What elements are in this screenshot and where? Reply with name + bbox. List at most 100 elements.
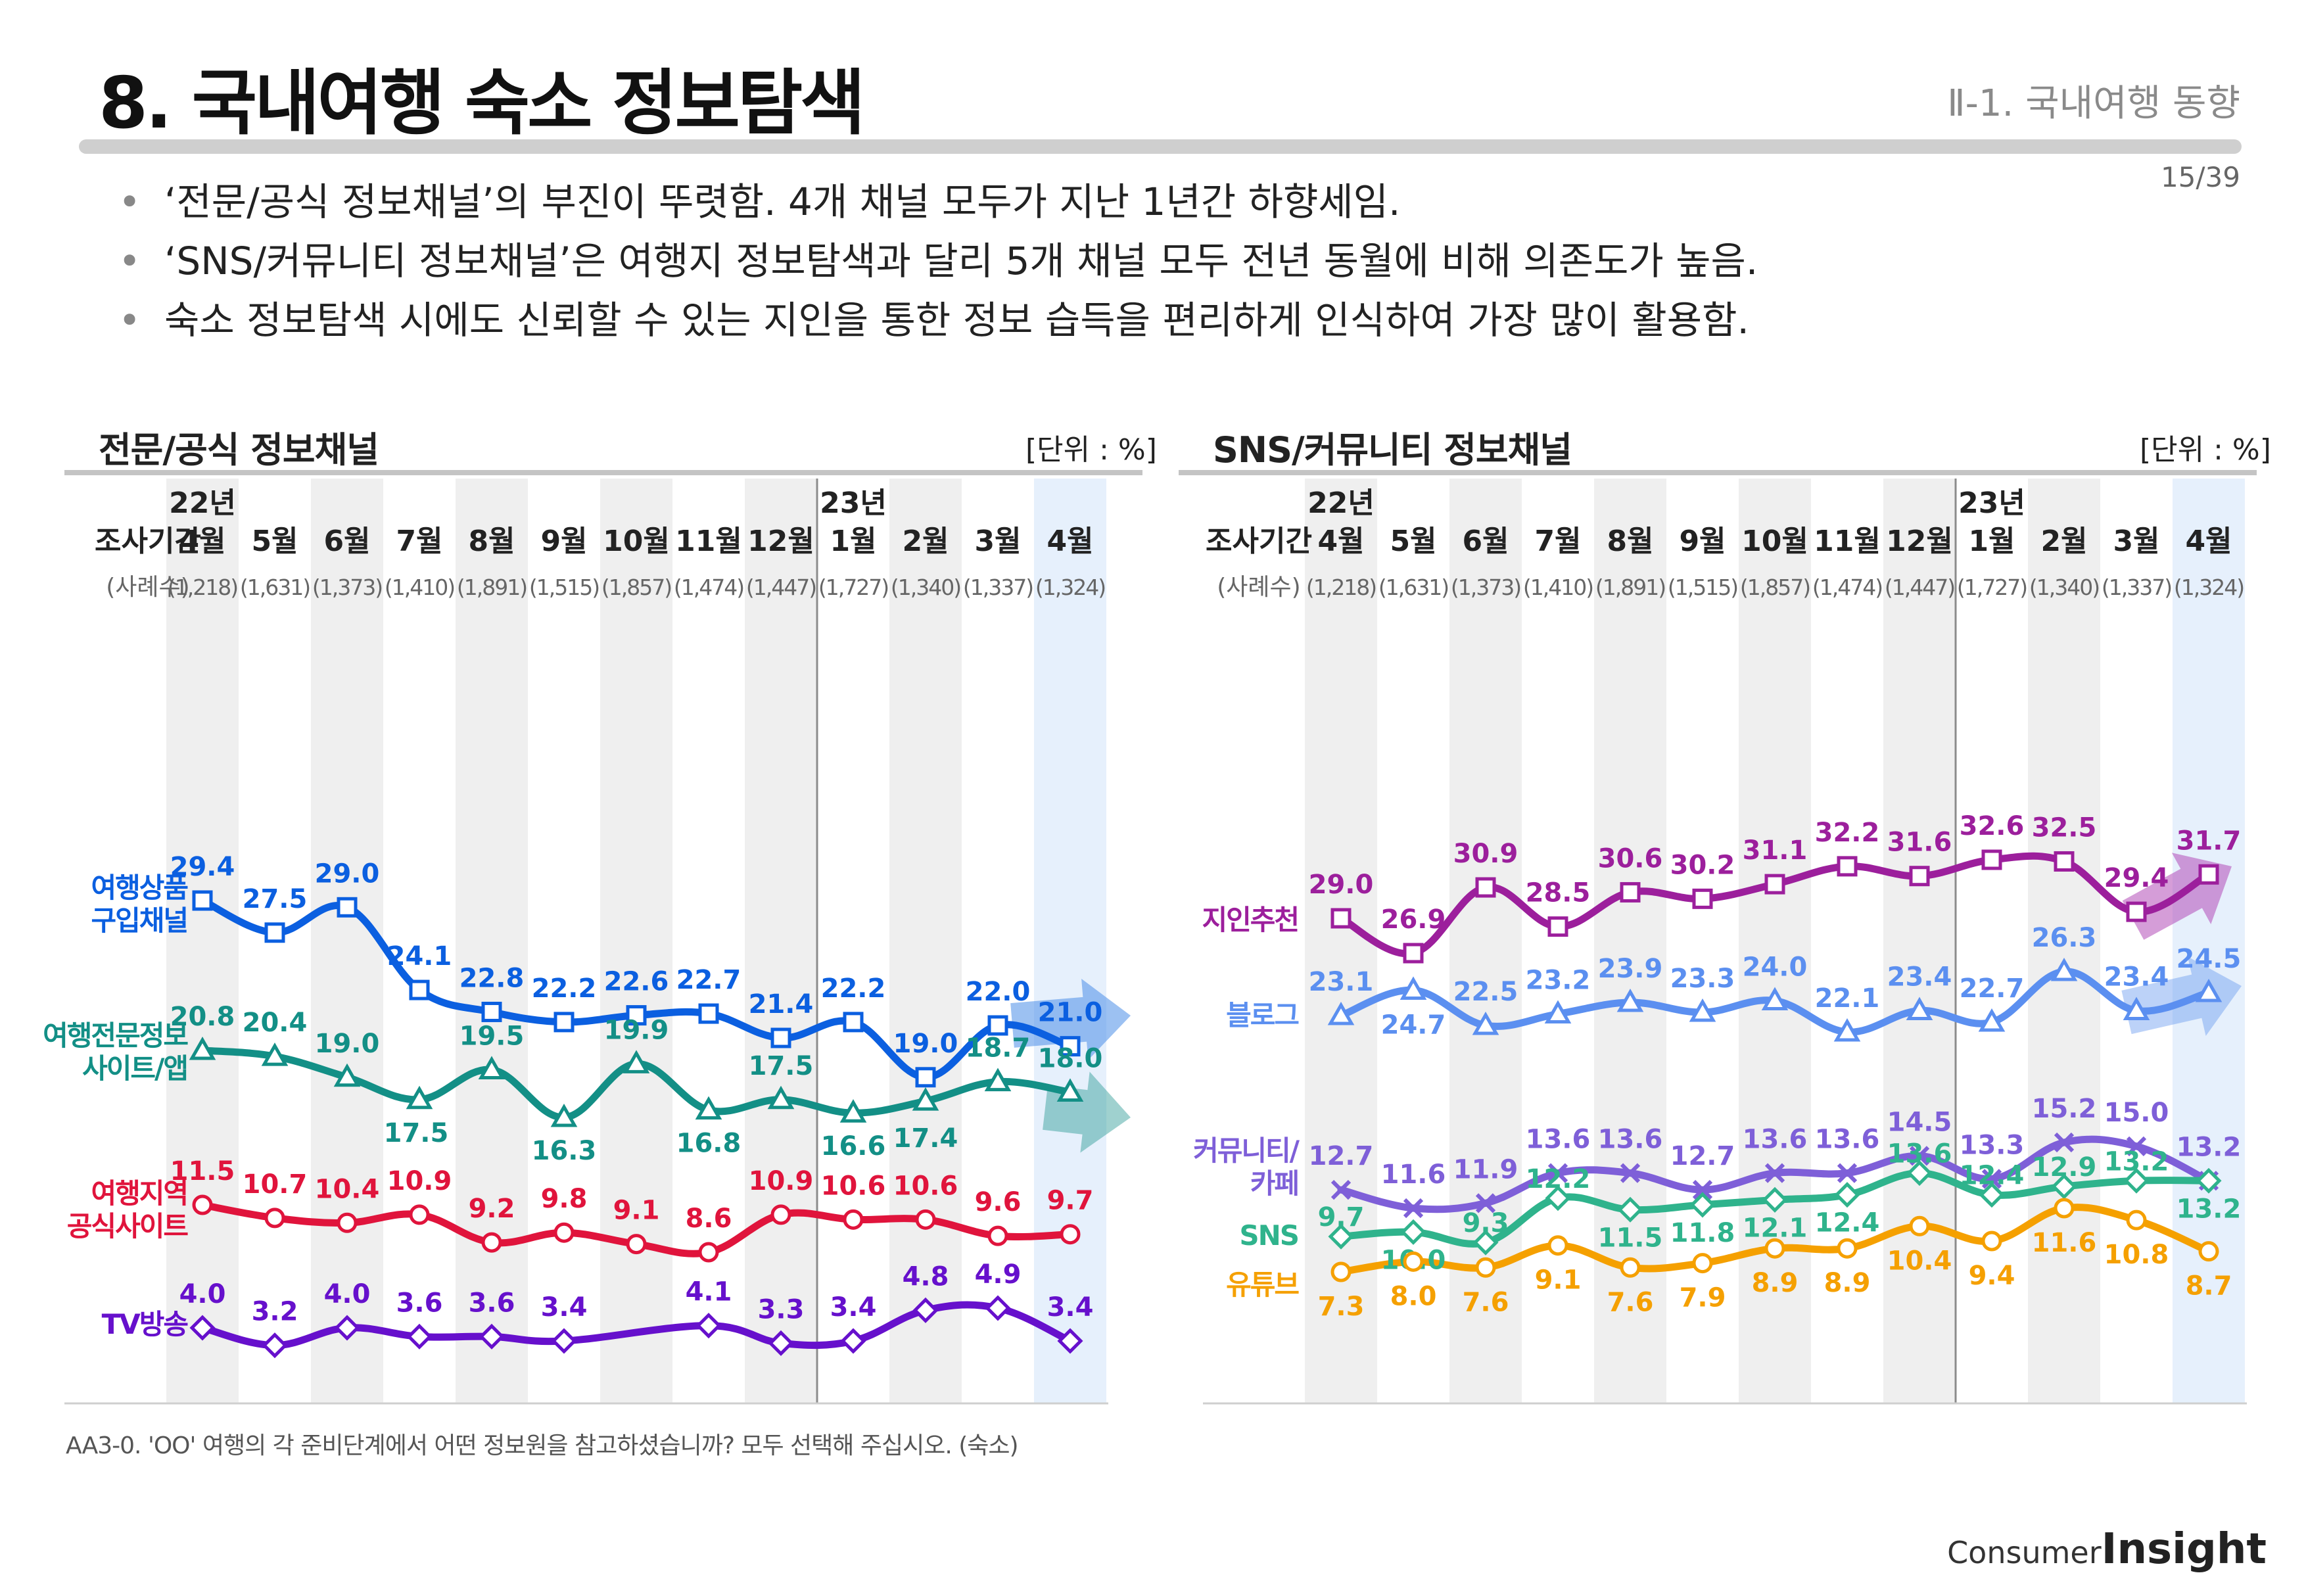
logo-main: Insight — [2101, 1525, 2267, 1574]
sample-size-label: (1,447) — [1885, 575, 1954, 600]
data-point-marker — [1330, 1261, 1352, 1282]
period-label: 조사기간 — [95, 525, 201, 558]
data-point-marker — [626, 1005, 647, 1026]
data-label: 10.7 — [243, 1169, 308, 1200]
sample-size-label: (1,218) — [1306, 575, 1376, 600]
series-legend-label: SNS — [1239, 1219, 1298, 1252]
data-label: 31.6 — [1887, 828, 1952, 858]
data-label: 9.6 — [975, 1187, 1022, 1217]
data-point-marker — [481, 1001, 502, 1022]
data-label: 12.9 — [2032, 1152, 2097, 1183]
data-label: 8.6 — [686, 1204, 732, 1234]
data-point-marker — [1060, 1224, 1081, 1245]
data-point-marker — [1981, 849, 2002, 870]
data-label: 23.9 — [1598, 954, 1663, 984]
data-label: 9.1 — [613, 1196, 660, 1226]
month-tick-label: 12월 — [747, 525, 814, 558]
series-legend-label: TV방송 — [102, 1308, 189, 1340]
data-point-marker — [1060, 1036, 1081, 1057]
data-point-marker — [1547, 916, 1568, 937]
data-point-marker — [1544, 1000, 1572, 1023]
data-point-marker — [1403, 1198, 1424, 1219]
data-label: 21.0 — [1038, 998, 1103, 1028]
data-label: 7.6 — [1607, 1287, 1654, 1317]
data-label: 11.9 — [1453, 1154, 1518, 1185]
data-point-marker — [770, 1027, 791, 1048]
data-point-marker — [1981, 1231, 2002, 1252]
data-point-marker — [1545, 1185, 1571, 1211]
data-label: 29.4 — [2104, 863, 2169, 893]
data-point-marker — [1837, 1163, 1858, 1183]
panel-title-sns: SNS/커뮤니티 정보채널 — [1213, 429, 1572, 471]
data-label: 22.7 — [676, 965, 741, 995]
series-legend-label: 여행상품 — [91, 872, 188, 904]
data-label: 23.4 — [2104, 962, 2169, 993]
data-label: 9.1 — [1535, 1265, 1582, 1296]
column-band — [1739, 479, 1811, 1403]
data-point-marker — [264, 922, 285, 943]
data-label: 19.5 — [459, 1021, 525, 1051]
column-band — [889, 479, 962, 1403]
data-point-marker — [2054, 1198, 2075, 1219]
sample-label: (사례수) — [1217, 574, 1300, 601]
data-point-marker — [843, 1209, 864, 1230]
data-point-marker — [1057, 1328, 1083, 1354]
data-label: 12.2 — [1526, 1164, 1591, 1194]
data-label: 10.6 — [893, 1171, 958, 1201]
data-label: 3.4 — [541, 1292, 588, 1323]
month-tick-label: 4월 — [179, 525, 225, 558]
data-label: 19.0 — [315, 1029, 380, 1059]
data-point-marker — [987, 1015, 1008, 1036]
data-point-marker — [1547, 1235, 1568, 1256]
series-legend-label: 지인추천 — [1202, 904, 1298, 936]
data-point-marker — [1475, 1257, 1496, 1278]
period-label: 조사기간 — [1206, 525, 1312, 558]
data-point-marker — [1620, 881, 1641, 903]
data-label: 22.0 — [966, 977, 1031, 1007]
month-tick-label: 10월 — [603, 525, 670, 558]
data-label: 8.9 — [1752, 1268, 1799, 1298]
data-label: 7.6 — [1463, 1287, 1509, 1317]
data-label: 9.8 — [541, 1184, 588, 1214]
data-point-marker — [1692, 888, 1713, 909]
data-point-marker — [409, 979, 430, 1000]
unit-label-sns: [단위 : %] — [2140, 433, 2271, 467]
data-label: 28.5 — [1526, 878, 1591, 908]
data-point-marker — [550, 1103, 578, 1127]
trend-arrow — [2121, 956, 2242, 1036]
data-point-marker — [767, 1085, 795, 1110]
data-point-marker — [1764, 1163, 1785, 1183]
data-point-marker — [912, 1087, 939, 1111]
data-label: 3.4 — [1047, 1292, 1094, 1323]
data-label: 17.4 — [893, 1123, 958, 1154]
year-label: 22년 — [169, 486, 236, 520]
latest-column-highlight — [1034, 479, 1106, 1403]
column-band — [1883, 479, 1956, 1403]
data-point-marker — [1909, 1215, 1930, 1236]
data-label: 11.5 — [170, 1156, 235, 1186]
sample-size-label: (1,324) — [1035, 575, 1105, 600]
data-point-marker — [2054, 851, 2075, 872]
data-label: 29.0 — [315, 858, 380, 889]
data-point-marker — [2123, 997, 2150, 1020]
data-label: 22.6 — [604, 967, 669, 997]
data-point-marker — [2195, 978, 2223, 1002]
title-underline — [79, 139, 2242, 154]
data-point-marker — [2126, 1136, 2147, 1156]
data-label: 12.1 — [1743, 1213, 1808, 1243]
year-label: 23년 — [1958, 486, 2025, 520]
column-band — [311, 479, 383, 1403]
data-point-marker — [261, 1043, 289, 1066]
data-label: 15.0 — [2104, 1098, 2169, 1128]
data-label: 31.7 — [2177, 826, 2242, 856]
data-point-marker — [2198, 1241, 2219, 1262]
unit-label-official: [단위 : %] — [1025, 433, 1157, 467]
month-tick-label: 3월 — [2113, 525, 2159, 558]
year-label: 22년 — [1307, 486, 1375, 520]
data-point-marker — [1328, 1223, 1354, 1250]
month-tick-label: 9월 — [1679, 525, 1726, 558]
data-label: 10.4 — [315, 1174, 380, 1204]
data-label: 3.3 — [758, 1294, 805, 1325]
series-legend-label: 카페 — [1250, 1167, 1298, 1200]
data-point-marker — [1056, 1078, 1084, 1102]
